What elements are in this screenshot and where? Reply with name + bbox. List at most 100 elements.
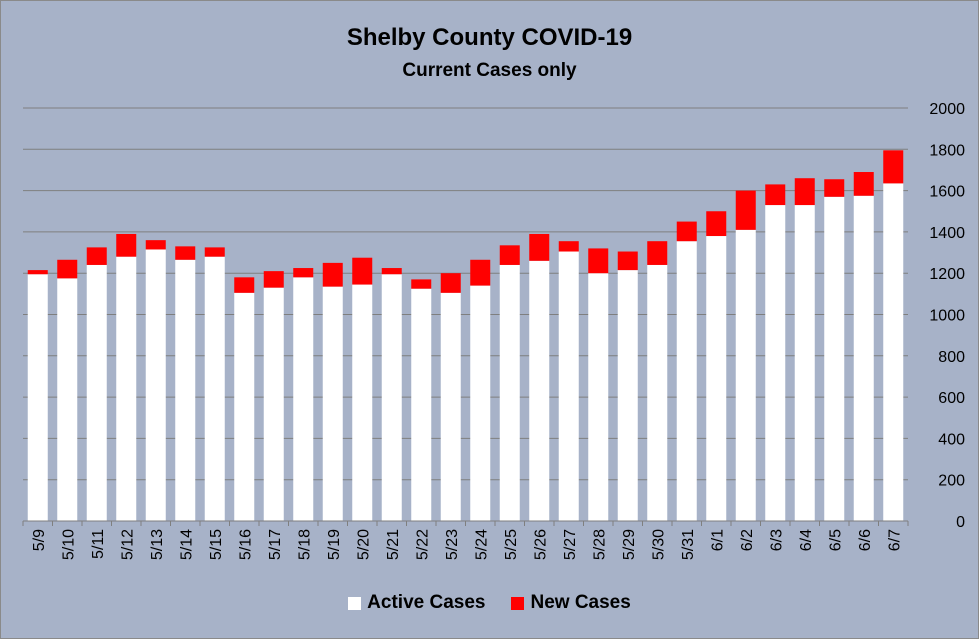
x-tick-label: 5/28 xyxy=(591,529,608,560)
y-tick-label: 2000 xyxy=(929,101,965,118)
bar-active-cases xyxy=(558,251,579,521)
bar-new-cases xyxy=(676,221,697,242)
bar-new-cases xyxy=(735,190,756,230)
bar-active-cases xyxy=(86,264,107,521)
bar-active-cases xyxy=(440,292,461,521)
bar-new-cases xyxy=(86,247,107,265)
legend-swatch-new-cases xyxy=(511,596,525,610)
bar-active-cases xyxy=(883,183,904,521)
bar-new-cases xyxy=(322,262,343,287)
x-tick-label: 5/12 xyxy=(119,529,136,560)
legend-item-new-cases: New Cases xyxy=(511,592,631,614)
legend-swatch-active-cases xyxy=(348,596,362,610)
bar-active-cases xyxy=(470,285,491,521)
bar-active-cases xyxy=(676,241,697,521)
legend: Active Cases New Cases xyxy=(0,592,979,614)
bar-active-cases xyxy=(529,260,550,521)
bar-new-cases xyxy=(470,259,491,286)
bar-new-cases xyxy=(794,178,815,206)
bar-active-cases xyxy=(234,292,255,521)
bar-new-cases xyxy=(116,233,137,257)
bar-active-cases xyxy=(204,256,225,521)
bar-new-cases xyxy=(381,268,402,275)
y-tick-label: 1600 xyxy=(929,184,965,201)
bar-new-cases xyxy=(617,251,638,271)
bar-active-cases xyxy=(853,195,874,521)
bar-new-cases xyxy=(588,248,609,274)
x-tick-label: 5/18 xyxy=(296,529,313,560)
x-tick-label: 5/16 xyxy=(237,529,254,560)
bar-active-cases xyxy=(824,196,845,522)
y-tick-label: 1800 xyxy=(929,142,965,159)
x-tick-label: 5/10 xyxy=(60,529,77,560)
x-tick-label: 5/24 xyxy=(473,529,490,560)
x-tick-label: 5/23 xyxy=(444,529,461,560)
bar-new-cases xyxy=(647,241,668,265)
bar-active-cases xyxy=(116,256,137,521)
x-tick-label: 5/26 xyxy=(532,529,549,560)
bar-active-cases xyxy=(352,284,373,521)
legend-label-new-cases: New Cases xyxy=(530,592,631,613)
x-tick-label: 5/17 xyxy=(267,529,284,560)
x-tick-label: 5/13 xyxy=(149,529,166,560)
bar-new-cases xyxy=(145,240,166,250)
y-tick-label: 1400 xyxy=(929,225,965,242)
x-tick-label: 5/27 xyxy=(562,529,579,560)
y-tick-label: 200 xyxy=(938,473,965,490)
bar-active-cases xyxy=(411,288,432,521)
x-tick-label: 6/7 xyxy=(886,529,903,551)
bar-new-cases xyxy=(765,184,786,206)
bar-new-cases xyxy=(352,257,373,285)
bar-active-cases xyxy=(647,264,668,521)
bar-new-cases xyxy=(853,172,874,196)
x-tick-label: 5/22 xyxy=(414,529,431,560)
bar-new-cases xyxy=(293,268,314,278)
bar-active-cases xyxy=(322,286,343,521)
bar-new-cases xyxy=(204,247,225,257)
x-tick-label: 5/19 xyxy=(326,529,343,560)
bar-active-cases xyxy=(57,278,78,521)
bar-active-cases xyxy=(263,287,284,521)
bar-active-cases xyxy=(794,205,815,521)
bar-active-cases xyxy=(588,273,609,521)
x-tick-label: 5/20 xyxy=(355,529,372,560)
bar-active-cases xyxy=(293,277,314,521)
x-tick-label: 6/1 xyxy=(709,529,726,551)
x-tick-label: 5/30 xyxy=(650,529,667,560)
bar-active-cases xyxy=(145,249,166,521)
y-tick-label: 1200 xyxy=(929,266,965,283)
legend-label-active-cases: Active Cases xyxy=(367,592,486,613)
bar-new-cases xyxy=(706,211,727,237)
y-tick-label: 600 xyxy=(938,390,965,407)
bar-active-cases xyxy=(499,264,520,521)
bar-active-cases xyxy=(706,236,727,521)
x-tick-label: 6/6 xyxy=(857,529,874,551)
x-tick-label: 5/11 xyxy=(90,529,107,559)
x-tick-label: 5/21 xyxy=(385,529,402,560)
bar-new-cases xyxy=(499,245,520,265)
bar-new-cases xyxy=(529,233,550,261)
bar-new-cases xyxy=(234,277,255,293)
x-tick-label: 6/4 xyxy=(798,529,815,551)
bar-new-cases xyxy=(411,279,432,289)
bar-active-cases xyxy=(765,205,786,521)
bar-active-cases xyxy=(735,229,756,521)
bar-new-cases xyxy=(175,246,196,260)
bar-new-cases xyxy=(558,241,579,252)
bar-new-cases xyxy=(57,259,78,279)
y-tick-label: 1000 xyxy=(929,308,965,325)
bar-new-cases xyxy=(263,271,284,288)
bar-active-cases xyxy=(381,274,402,521)
legend-item-active-cases: Active Cases xyxy=(348,592,485,614)
bar-active-cases xyxy=(617,270,638,521)
x-tick-label: 5/15 xyxy=(208,529,225,560)
x-tick-label: 6/3 xyxy=(768,529,785,551)
x-tick-label: 5/14 xyxy=(178,529,195,560)
x-tick-label: 6/2 xyxy=(739,529,756,551)
x-tick-label: 5/9 xyxy=(31,529,48,551)
chart-subtitle: Current Cases only xyxy=(402,60,577,81)
bar-active-cases xyxy=(27,274,48,521)
y-tick-label: 0 xyxy=(956,514,965,531)
y-tick-label: 800 xyxy=(938,349,965,366)
